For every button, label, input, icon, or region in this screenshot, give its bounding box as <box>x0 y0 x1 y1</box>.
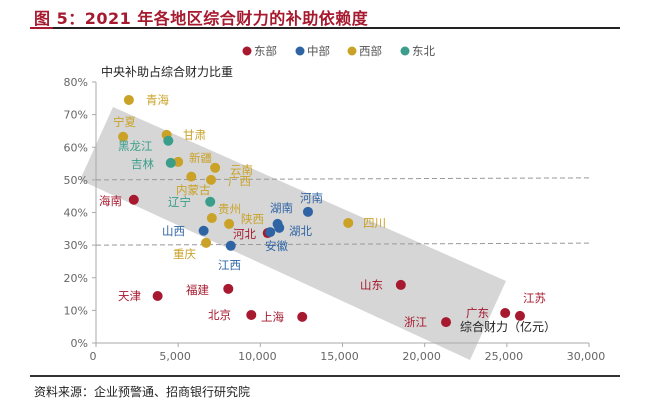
data-point <box>246 309 257 320</box>
y-tick-label: 20% <box>64 272 88 285</box>
data-point <box>165 157 176 168</box>
data-point <box>343 217 354 228</box>
data-point <box>205 196 216 207</box>
data-label: 广西 <box>228 174 251 188</box>
x-tick-label: 0 <box>90 350 97 363</box>
data-label: 辽宁 <box>168 195 191 209</box>
legend-label: 东部 <box>254 44 277 58</box>
data-point <box>500 307 511 318</box>
data-label: 河南 <box>300 191 323 205</box>
x-tick-label: 30,000 <box>567 350 606 363</box>
data-point <box>210 162 221 173</box>
data-point <box>163 135 174 146</box>
legend-label: 西部 <box>359 44 382 58</box>
data-label: 四川 <box>363 216 386 230</box>
data-label: 江西 <box>218 258 241 272</box>
data-point <box>441 317 452 328</box>
data-label: 浙江 <box>404 315 427 329</box>
x-tick-label: 5,000 <box>159 350 191 363</box>
data-point <box>123 94 134 105</box>
data-point <box>173 156 184 167</box>
y-axis-title: 中央补助占综合财力比重 <box>101 64 233 79</box>
data-point <box>152 291 163 302</box>
data-label: 宁夏 <box>113 115 136 129</box>
data-label: 江苏 <box>523 291 546 305</box>
data-label: 黑龙江 <box>118 139 153 153</box>
data-label: 海南 <box>99 194 122 208</box>
data-point <box>186 171 197 182</box>
data-point <box>201 237 212 248</box>
data-label: 内蒙古 <box>176 183 211 197</box>
legend-marker <box>295 46 305 56</box>
data-point <box>297 311 308 322</box>
data-point <box>302 206 313 217</box>
source-note: 资料来源：企业预警通、招商银行研究院 <box>34 385 251 399</box>
data-label: 北京 <box>208 308 231 322</box>
data-point <box>514 310 525 321</box>
y-tick-label: 10% <box>64 304 88 317</box>
legend-label: 中部 <box>307 44 330 58</box>
legend-marker <box>347 46 357 56</box>
data-label: 山西 <box>162 224 185 238</box>
data-label: 贵州 <box>218 202 241 216</box>
x-tick-label: 10,000 <box>238 350 277 363</box>
data-label: 河北 <box>233 227 256 241</box>
y-tick-label: 80% <box>64 76 88 89</box>
data-label: 安徽 <box>265 239 288 253</box>
data-label: 吉林 <box>131 157 154 171</box>
x-tick-label: 25,000 <box>485 350 524 363</box>
legend-marker <box>242 46 252 56</box>
data-point <box>198 225 209 236</box>
data-point <box>274 222 285 233</box>
data-label: 陕西 <box>241 212 264 226</box>
x-tick-label: 20,000 <box>402 350 441 363</box>
data-point <box>223 283 234 294</box>
data-label: 云南 <box>230 163 253 177</box>
y-tick-label: 40% <box>64 207 88 220</box>
data-label: 重庆 <box>173 247 196 261</box>
y-tick-label: 30% <box>64 239 88 252</box>
data-label: 山东 <box>360 278 383 292</box>
data-point <box>206 174 217 185</box>
data-point <box>224 218 235 229</box>
data-label: 湖南 <box>270 201 293 215</box>
bottom-rule <box>30 375 620 377</box>
reference-line <box>95 242 590 246</box>
title-rule-accent <box>30 27 53 29</box>
data-label: 湖北 <box>289 224 312 238</box>
data-label: 天津 <box>118 289 141 303</box>
data-label: 青海 <box>146 93 169 107</box>
data-label: 新疆 <box>189 151 212 165</box>
data-label: 上海 <box>261 310 284 324</box>
title-rule <box>30 27 620 29</box>
data-point <box>128 194 139 205</box>
y-tick-label: 0% <box>71 337 88 350</box>
data-label: 福建 <box>186 283 209 297</box>
data-point <box>265 227 276 238</box>
legend-marker <box>400 46 410 56</box>
legend-label: 东北 <box>412 44 435 58</box>
reference-line <box>95 177 590 181</box>
data-label: 甘肃 <box>183 128 206 142</box>
y-tick-label: 50% <box>64 174 88 187</box>
figure-title: 图 5：2021 年各地区综合财力的补助依赖度 <box>34 9 369 28</box>
data-point <box>225 240 236 251</box>
data-point <box>206 213 217 224</box>
x-tick-label: 15,000 <box>320 350 359 363</box>
data-label: 广东 <box>466 306 489 320</box>
y-tick-label: 60% <box>64 141 88 154</box>
y-tick-label: 70% <box>64 109 88 122</box>
trend-band <box>80 107 506 360</box>
data-point <box>118 131 129 142</box>
data-point <box>395 279 406 290</box>
x-axis-title: 综合财力（亿元） <box>460 319 556 334</box>
